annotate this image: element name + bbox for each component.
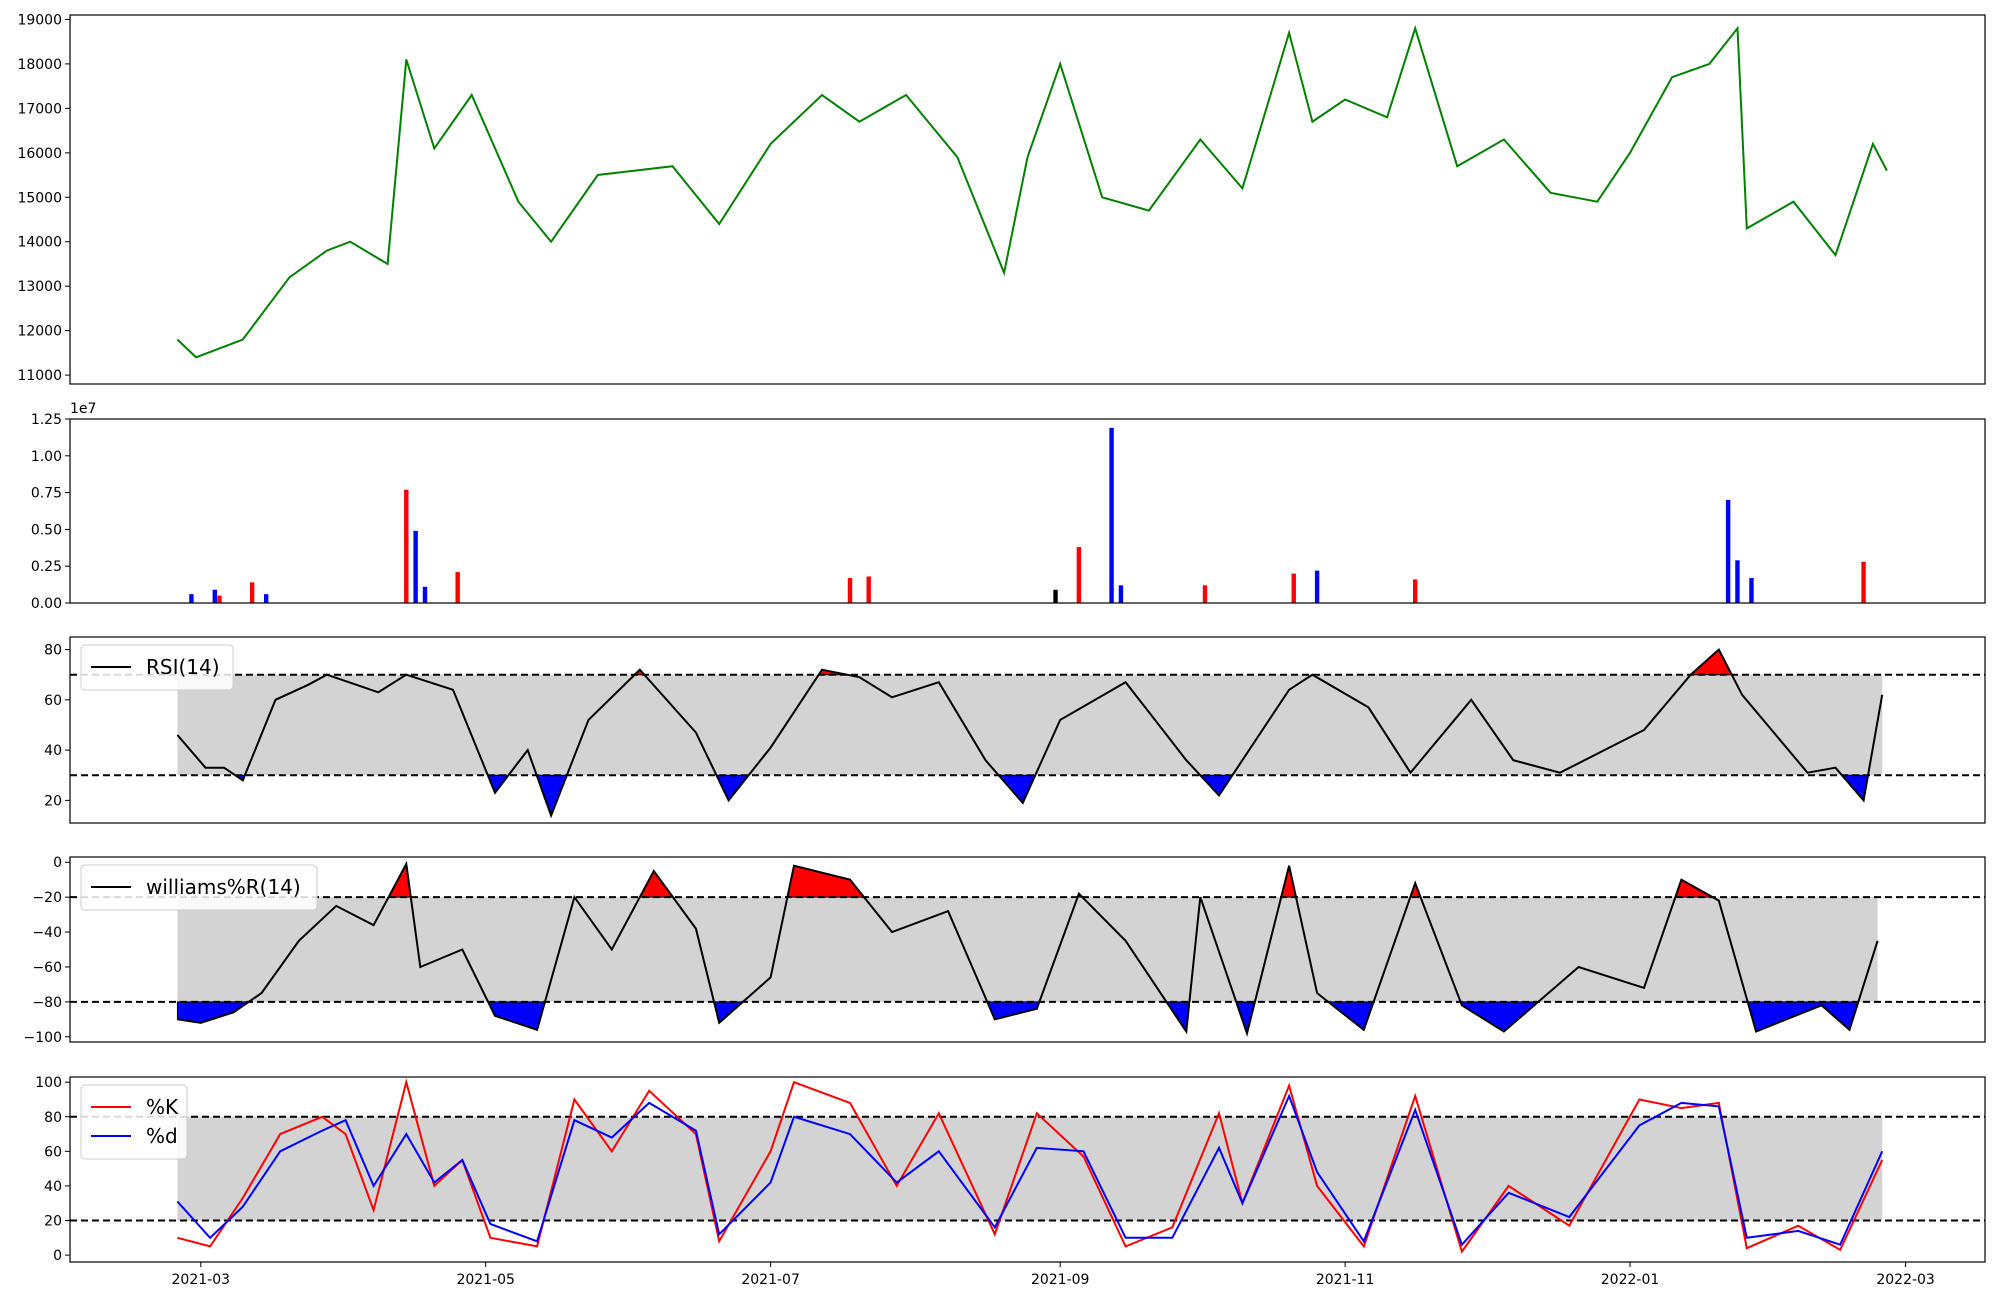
y-tick-label: 19000 [17,12,62,28]
volume-bar [1053,589,1058,603]
legend: williams%R(14) [80,864,318,911]
y-tick-label: 80 [44,643,62,659]
y-tick-label: 0.75 [31,486,62,502]
volume-bar [1076,547,1082,603]
x-tick-label: 2022-03 [1876,1272,1935,1288]
volume-bar [263,594,269,603]
overbought-fill [634,649,1735,676]
legend-box [80,1084,188,1160]
volume-bar [1314,570,1320,603]
y-tick-label: 60 [44,1144,62,1160]
series-line-0 [177,860,1879,1037]
volume-bar [1412,579,1418,603]
legend-label: williams%R(14) [146,875,301,899]
stochastic-panel: 0 20 40 60 80 100 %K %d [35,1075,1986,1264]
y-tick-label: 13000 [17,279,62,295]
volume-panel: 0.00 0.25 0.50 0.75 1.00 1.25 1e7 [31,401,1986,612]
y-tick-label: 40 [44,743,62,759]
rsi-panel: 20 40 60 80 RSI(14) [44,636,1986,824]
x-tick-label: 2021-03 [172,1272,231,1288]
y-tick-label: 18000 [17,57,62,73]
x-tick-label: 2022-01 [1601,1272,1660,1288]
legend-box [80,864,318,911]
volume-bar [866,576,871,603]
y-tick-label: 11000 [17,368,62,384]
plot-frame [69,1076,1986,1263]
plot-frame [69,418,1986,604]
price-line [176,24,1888,359]
y-tick-label: 12000 [17,324,62,340]
y-tick-label: −80 [32,995,62,1011]
volume-bar [189,594,194,603]
legend: RSI(14) [80,644,234,691]
y-tick-label: 60 [44,693,62,709]
y-tick-label: 15000 [17,190,62,206]
y-tick-label: 0 [53,855,62,871]
volume-bar [212,589,217,603]
volume-bar [1118,585,1124,603]
y-tick-label: 1.00 [31,449,62,465]
y-tick-label: 20 [44,793,62,809]
williams-r-panel: 0 −20 −40 −60 −80 −100 williams%R(14) [24,855,1986,1046]
x-axis: 2021-03 2021-05 2021-07 2021-09 2021-11 2022-… [172,1262,1935,1288]
price-panel: 11000 12000 13000 14000 15000 16000 17000 18000… [17,12,1986,385]
series-line-0 [176,647,1884,819]
y-tick-label: 14000 [17,235,62,251]
y-tick-label: 100 [35,1075,62,1091]
neutral-band [177,674,1883,776]
y-tick-label: −20 [32,890,62,906]
volume-bar [1725,499,1731,603]
x-tick-label: 2021-11 [1316,1272,1375,1288]
volume-bar [1749,577,1754,603]
volume-bar [249,582,255,603]
x-tick-label: 2021-07 [741,1272,800,1288]
plot-frame [69,636,1986,824]
legend-label: %K [146,1095,179,1119]
y-tick-label: 0.25 [31,559,62,575]
y-tick-label: 1.25 [31,412,62,428]
x-tick-label: 2021-09 [1031,1272,1090,1288]
volume-bar [217,595,222,603]
y-tick-label: −60 [32,960,62,976]
plot-frame [69,14,1986,385]
volume-bar [422,586,428,603]
x-tick-label: 2021-05 [456,1272,515,1288]
y-offset-label: 1e7 [70,401,96,417]
volume-bar [404,489,409,603]
y-tick-label: 17000 [17,101,62,117]
y-tick-label: 80 [44,1110,62,1126]
y-tick-label: 0.00 [31,596,62,612]
volume-bar [847,577,853,603]
y-tick-label: 16000 [17,146,62,162]
legend-label: RSI(14) [146,655,220,679]
y-tick-label: 0.50 [31,522,62,538]
legend: %K %d [80,1084,188,1160]
volume-bar [1109,427,1114,603]
volume-bar [1291,573,1296,603]
y-tick-label: 20 [44,1214,62,1230]
volume-bar [1735,560,1740,603]
legend-box [80,644,234,691]
series-line-1 [176,1093,1884,1247]
legend-label: %d [146,1124,178,1148]
y-tick-label: −100 [24,1030,62,1046]
neutral-band [177,897,1878,1002]
y-tick-label: 0 [53,1248,62,1264]
y-tick-label: 40 [44,1179,62,1195]
volume-bar [455,572,460,603]
y-tick-label: −40 [32,925,62,941]
oversold-fill [234,774,1870,816]
volume-bar [1861,561,1866,603]
volume-bar [1202,585,1208,603]
series-line-0 [177,1078,1884,1254]
plot-frame [69,856,1986,1043]
volume-bar [413,530,418,603]
overbought-fill [388,864,1714,898]
oversold-fill [176,1001,1860,1033]
